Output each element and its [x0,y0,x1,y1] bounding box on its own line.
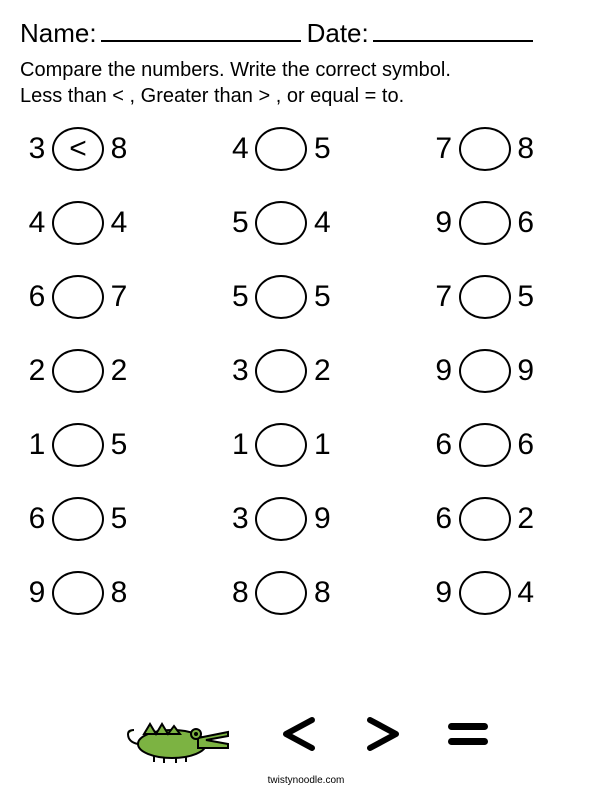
left-number: 6 [433,502,455,536]
problem: 78 [433,127,586,171]
right-number: 8 [515,132,537,166]
problem: 55 [229,275,382,319]
equal-icon [448,723,488,745]
left-number: 5 [229,206,251,240]
date-label: Date: [307,18,369,49]
left-number: 4 [26,206,48,240]
right-number: 8 [311,576,333,610]
left-number: 9 [26,576,48,610]
right-number: 4 [311,206,333,240]
answer-oval[interactable] [52,497,104,541]
left-number: 1 [26,428,48,462]
instructions-line-2: Less than < , Greater than > , or equal … [20,83,592,109]
left-number: 4 [229,132,251,166]
header-row: Name: Date: [20,18,592,49]
problem: 39 [229,497,382,541]
problems-grid: 3<84578445496675575223299151166653962988… [20,127,592,615]
instructions-line-1: Compare the numbers. Write the correct s… [20,57,592,83]
answer-oval[interactable] [52,571,104,615]
answer-oval[interactable] [255,275,307,319]
left-number: 9 [433,576,455,610]
right-number: 5 [108,502,130,536]
right-number: 6 [515,206,537,240]
right-number: 5 [515,280,537,314]
problem: 75 [433,275,586,319]
date-blank[interactable] [373,20,533,42]
right-number: 2 [311,354,333,388]
credit-text: twistynoodle.com [0,775,612,786]
left-number: 9 [433,354,455,388]
answer-oval[interactable] [52,275,104,319]
left-number: 6 [26,280,48,314]
answer-oval[interactable] [255,423,307,467]
answer-oval[interactable] [459,423,511,467]
answer-oval[interactable]: < [52,127,104,171]
problem: 67 [26,275,179,319]
alligator-icon [124,704,234,764]
answer-oval[interactable] [459,497,511,541]
less-than-icon [276,712,320,756]
problem: 99 [433,349,586,393]
right-number: 1 [311,428,333,462]
problem: 22 [26,349,179,393]
left-number: 3 [229,354,251,388]
instructions: Compare the numbers. Write the correct s… [20,57,592,109]
answer-oval[interactable] [459,275,511,319]
problem: 62 [433,497,586,541]
right-number: 2 [108,354,130,388]
right-number: 5 [108,428,130,462]
problem: 66 [433,423,586,467]
left-number: 3 [26,132,48,166]
answer-oval[interactable] [255,349,307,393]
right-number: 4 [108,206,130,240]
problem: 15 [26,423,179,467]
left-number: 5 [229,280,251,314]
left-number: 7 [433,132,455,166]
problem: 11 [229,423,382,467]
problem: 44 [26,201,179,245]
answer-oval[interactable] [52,423,104,467]
answer-oval[interactable] [459,349,511,393]
problem: 3<8 [26,127,179,171]
right-number: 8 [108,132,130,166]
right-number: 9 [515,354,537,388]
problem: 94 [433,571,586,615]
problem: 88 [229,571,382,615]
answer-oval[interactable] [459,571,511,615]
answer-oval[interactable] [255,497,307,541]
right-number: 5 [311,132,333,166]
greater-than-icon [362,712,406,756]
right-number: 8 [108,576,130,610]
left-number: 7 [433,280,455,314]
left-number: 6 [26,502,48,536]
answer-oval[interactable] [52,201,104,245]
problem: 45 [229,127,382,171]
left-number: 8 [229,576,251,610]
left-number: 2 [26,354,48,388]
problem: 32 [229,349,382,393]
answer-oval[interactable] [459,127,511,171]
left-number: 6 [433,428,455,462]
name-label: Name: [20,18,97,49]
right-number: 2 [515,502,537,536]
right-number: 7 [108,280,130,314]
right-number: 4 [515,576,537,610]
problem: 65 [26,497,179,541]
answer-oval[interactable] [255,201,307,245]
problem: 98 [26,571,179,615]
problem: 54 [229,201,382,245]
left-number: 1 [229,428,251,462]
answer-oval[interactable] [255,127,307,171]
left-number: 9 [433,206,455,240]
problem: 96 [433,201,586,245]
right-number: 6 [515,428,537,462]
left-number: 3 [229,502,251,536]
footer-symbols [0,704,612,764]
right-number: 5 [311,280,333,314]
answer-oval[interactable] [52,349,104,393]
answer-oval[interactable] [255,571,307,615]
answer-oval[interactable] [459,201,511,245]
right-number: 9 [311,502,333,536]
name-blank[interactable] [101,20,301,42]
